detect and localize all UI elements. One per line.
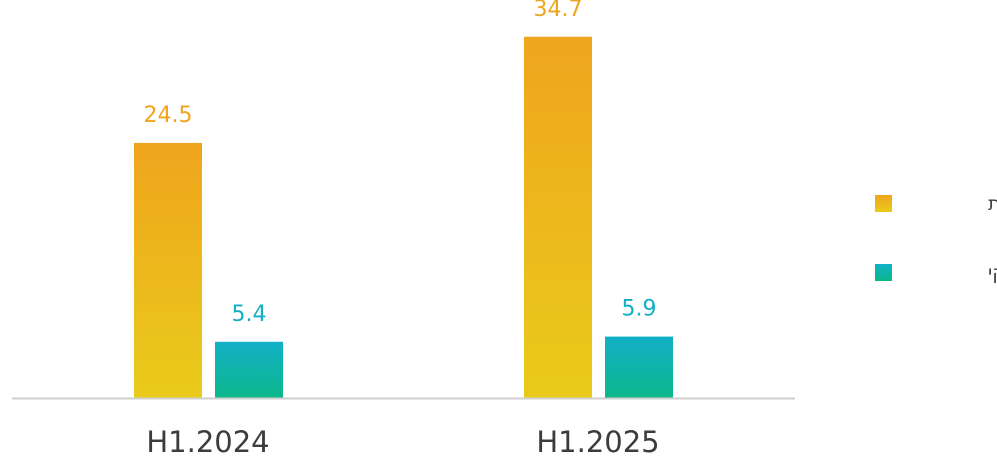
legend-swatch-net-profit: [875, 264, 892, 281]
x-tick-label-h1-2025: H1.2025: [536, 425, 659, 459]
legend: הכנסות רווח נקי: [875, 193, 997, 284]
x-tick-label-h1-2024: H1.2024: [146, 425, 269, 459]
data-label-revenue-h1-2025: 34.7: [534, 0, 583, 22]
bar-net-profit-h1-2024: [215, 341, 283, 398]
legend-item-revenue: הכנסות: [875, 193, 997, 215]
data-label-net-profit-h1-2024: 5.4: [232, 302, 267, 327]
legend-label-net-profit: רווח נקי: [988, 262, 997, 284]
bar-revenue-h1-2024: [134, 142, 202, 398]
bars-group: [134, 36, 673, 399]
category-labels-group: H1.2024 H1.2025: [146, 425, 659, 459]
data-label-net-profit-h1-2025: 5.9: [622, 297, 657, 322]
legend-swatch-revenue: [875, 195, 892, 212]
bar-net-profit-h1-2025: [605, 336, 673, 398]
value-labels-group: 24.5 5.4 34.7 5.9: [144, 0, 657, 327]
legend-label-revenue: הכנסות: [988, 193, 997, 215]
legend-item-net-profit: רווח נקי: [875, 262, 997, 284]
data-label-revenue-h1-2024: 24.5: [144, 103, 193, 128]
bar-revenue-h1-2025: [524, 36, 592, 399]
